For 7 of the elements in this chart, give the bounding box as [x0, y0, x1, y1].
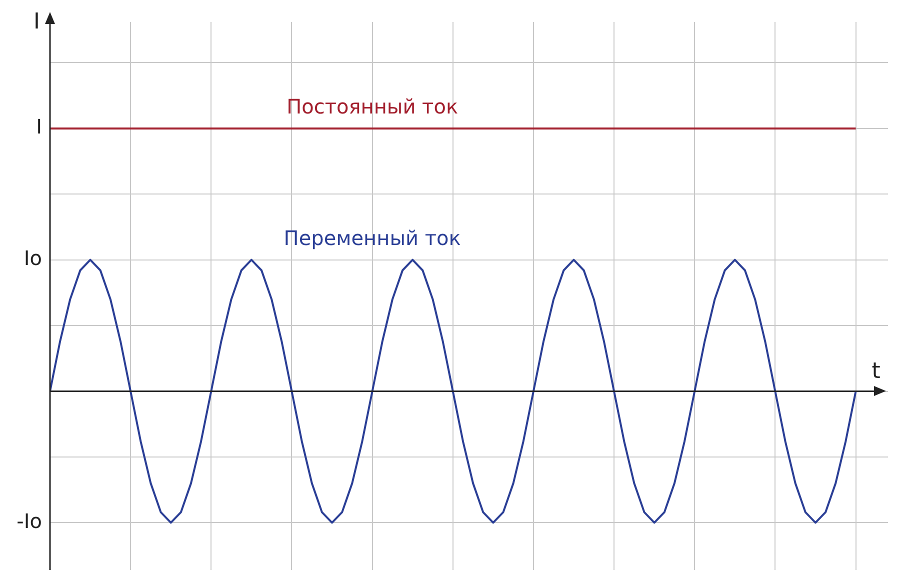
text: -Io	[16, 508, 42, 533]
text: Io	[24, 246, 42, 270]
y-axis-title: I	[34, 10, 40, 35]
series-label: Переменный ток	[284, 226, 461, 250]
text: I	[36, 114, 42, 139]
series-label: Постоянный ток	[286, 94, 458, 119]
x-axis-title: t	[872, 358, 881, 384]
